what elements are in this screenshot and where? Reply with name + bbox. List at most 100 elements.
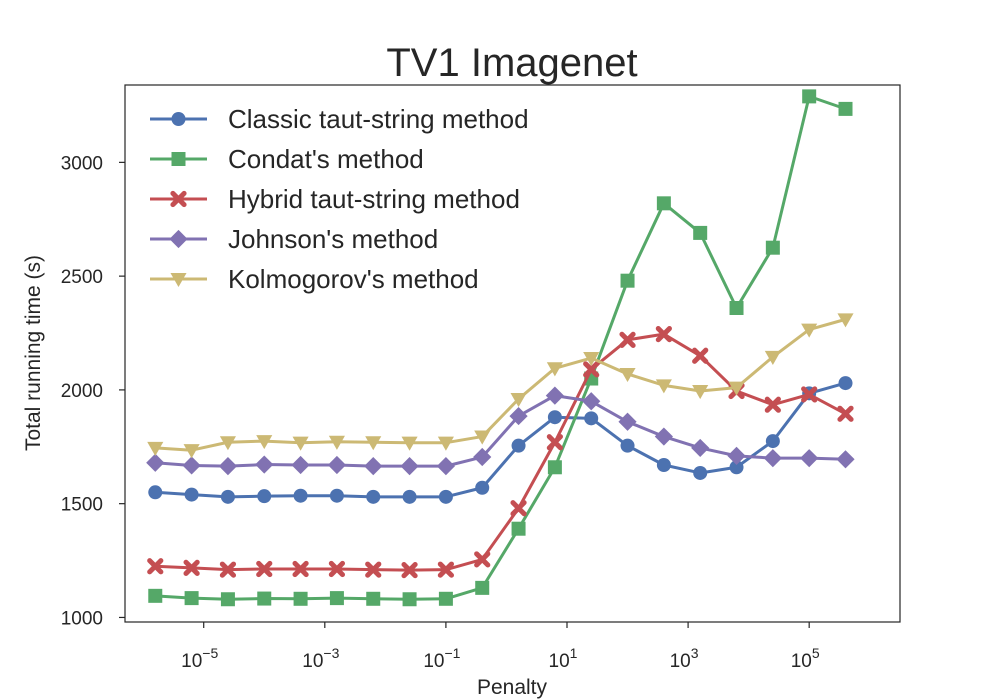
series-3-point-7 <box>365 561 382 578</box>
series-2-point-1 <box>148 588 163 603</box>
legend-label-1: Classic taut-string method <box>228 104 529 134</box>
x-axis-label: Penalty <box>477 676 548 699</box>
series-1-point-18-shape <box>765 434 780 449</box>
series-3-point-2-shape <box>183 559 200 576</box>
series-2-point-11 <box>511 521 526 536</box>
legend-marker-5-shape <box>170 272 187 288</box>
series-5-point-20 <box>837 313 854 328</box>
legend-entry-1: Classic taut-string method <box>150 104 529 134</box>
series-2-point-8-shape <box>402 592 417 607</box>
series-5-point-7-shape <box>365 436 382 451</box>
series-4-point-14 <box>618 412 637 431</box>
series-4-point-16-shape <box>691 438 710 458</box>
series-3-point-4 <box>256 560 273 578</box>
series-2-point-16 <box>693 225 708 240</box>
series-4-point-15 <box>654 427 673 446</box>
series-2-point-5 <box>293 591 308 606</box>
y-tick-label-4: 2500 <box>61 267 103 288</box>
series-5-point-2-shape <box>183 444 200 459</box>
legend-label-4: Johnson's method <box>228 224 438 254</box>
series-1-point-6-shape <box>329 488 344 503</box>
series-1-point-11 <box>511 438 526 453</box>
series-1-point-14 <box>620 438 635 453</box>
series-3-point-5 <box>292 560 309 578</box>
series-2-point-10-shape <box>475 580 490 595</box>
series-4-point-18 <box>763 449 782 468</box>
series-5-point-12 <box>546 362 563 377</box>
series-4-point-20 <box>836 450 855 469</box>
series-4-point-8-shape <box>400 457 419 476</box>
series-2-point-3 <box>220 592 235 607</box>
series-5-point-9 <box>437 436 454 451</box>
series-1-point-20 <box>838 376 853 391</box>
series-4-point-9 <box>436 457 455 476</box>
series-2-point-20-shape <box>838 101 853 116</box>
series-2-point-3-shape <box>220 592 235 607</box>
series-3-point-13-shape <box>583 361 600 378</box>
series-2-point-19-shape <box>802 89 817 104</box>
legend-marker-3 <box>170 190 187 208</box>
series-2-point-10 <box>475 580 490 595</box>
series-4-point-4 <box>255 455 274 474</box>
legend-marker-4 <box>169 229 188 249</box>
series-1-point-8-shape <box>402 489 417 504</box>
series-5-point-19 <box>801 323 818 338</box>
legend-entry-3: Hybrid taut-string method <box>150 184 520 214</box>
series-3-point-1-shape <box>147 558 164 575</box>
series-5-point-3 <box>219 436 236 451</box>
series-5-point-8-shape <box>401 436 418 451</box>
series-3-point-1 <box>147 558 164 575</box>
legend-marker-2-shape <box>171 152 186 166</box>
series-4-point-10-shape <box>473 447 492 467</box>
series-1-point-20-shape <box>838 376 853 391</box>
x-tick-label-6: 105 <box>791 645 820 672</box>
series-5-point-5 <box>292 436 309 451</box>
series-5-point-7 <box>365 436 382 451</box>
y-tick-label-3: 2000 <box>61 381 103 402</box>
y-tick-label-5: 3000 <box>61 153 103 174</box>
legend-marker-3-shape <box>170 190 187 208</box>
series-3-point-15 <box>655 326 672 343</box>
series-2-point-14-shape <box>620 273 635 288</box>
series-1-point-2-shape <box>184 487 199 502</box>
series-3-point-18 <box>764 396 781 413</box>
series-3-point-12 <box>546 434 563 451</box>
series-4-point-12-shape <box>545 386 564 405</box>
series-5-point-20-shape <box>837 313 854 328</box>
series-5-point-16 <box>692 385 709 400</box>
series-2-point-14 <box>620 273 635 288</box>
x-tick-label-3: 10−1 <box>423 645 460 672</box>
series-3-point-7-shape <box>365 561 382 578</box>
series-3-point-11-shape <box>510 500 527 517</box>
series-1-point-4 <box>257 489 272 504</box>
series-5-point-11 <box>510 392 527 408</box>
series-2-point-17 <box>729 300 744 315</box>
series-4-point-9-shape <box>436 457 455 476</box>
series-5-point-10-shape <box>474 430 491 445</box>
series-3-point-3 <box>219 561 237 578</box>
series-4-point-7-shape <box>364 457 383 476</box>
series-2-point-19 <box>802 89 817 104</box>
series-5-point-13 <box>583 352 600 367</box>
series-1-point-16-shape <box>693 465 708 480</box>
series-4-point-19 <box>800 449 819 468</box>
x-tick-label-5: 103 <box>670 645 699 672</box>
series-5-point-18-shape <box>764 350 781 365</box>
series-4-point-6-shape <box>327 455 347 475</box>
series-1-point-12 <box>547 410 562 425</box>
series-4-point-6 <box>327 455 347 475</box>
legend-label-3: Hybrid taut-string method <box>228 184 520 214</box>
series-2-point-8 <box>402 592 417 607</box>
x-tick-label-1: 10−5 <box>181 645 218 672</box>
x-tick-exponent-4: 1 <box>570 645 578 661</box>
series-1 <box>148 376 853 504</box>
series-3-point-20-shape <box>837 405 854 422</box>
series-2-point-18 <box>765 240 780 255</box>
series-4-point-13 <box>582 392 601 411</box>
series-5-point-19-shape <box>801 323 818 338</box>
series-3-point-19-shape <box>801 386 818 403</box>
series-3 <box>147 326 854 579</box>
x-tick-base-1: 10 <box>181 651 202 672</box>
series-4-point-15-shape <box>654 427 673 446</box>
